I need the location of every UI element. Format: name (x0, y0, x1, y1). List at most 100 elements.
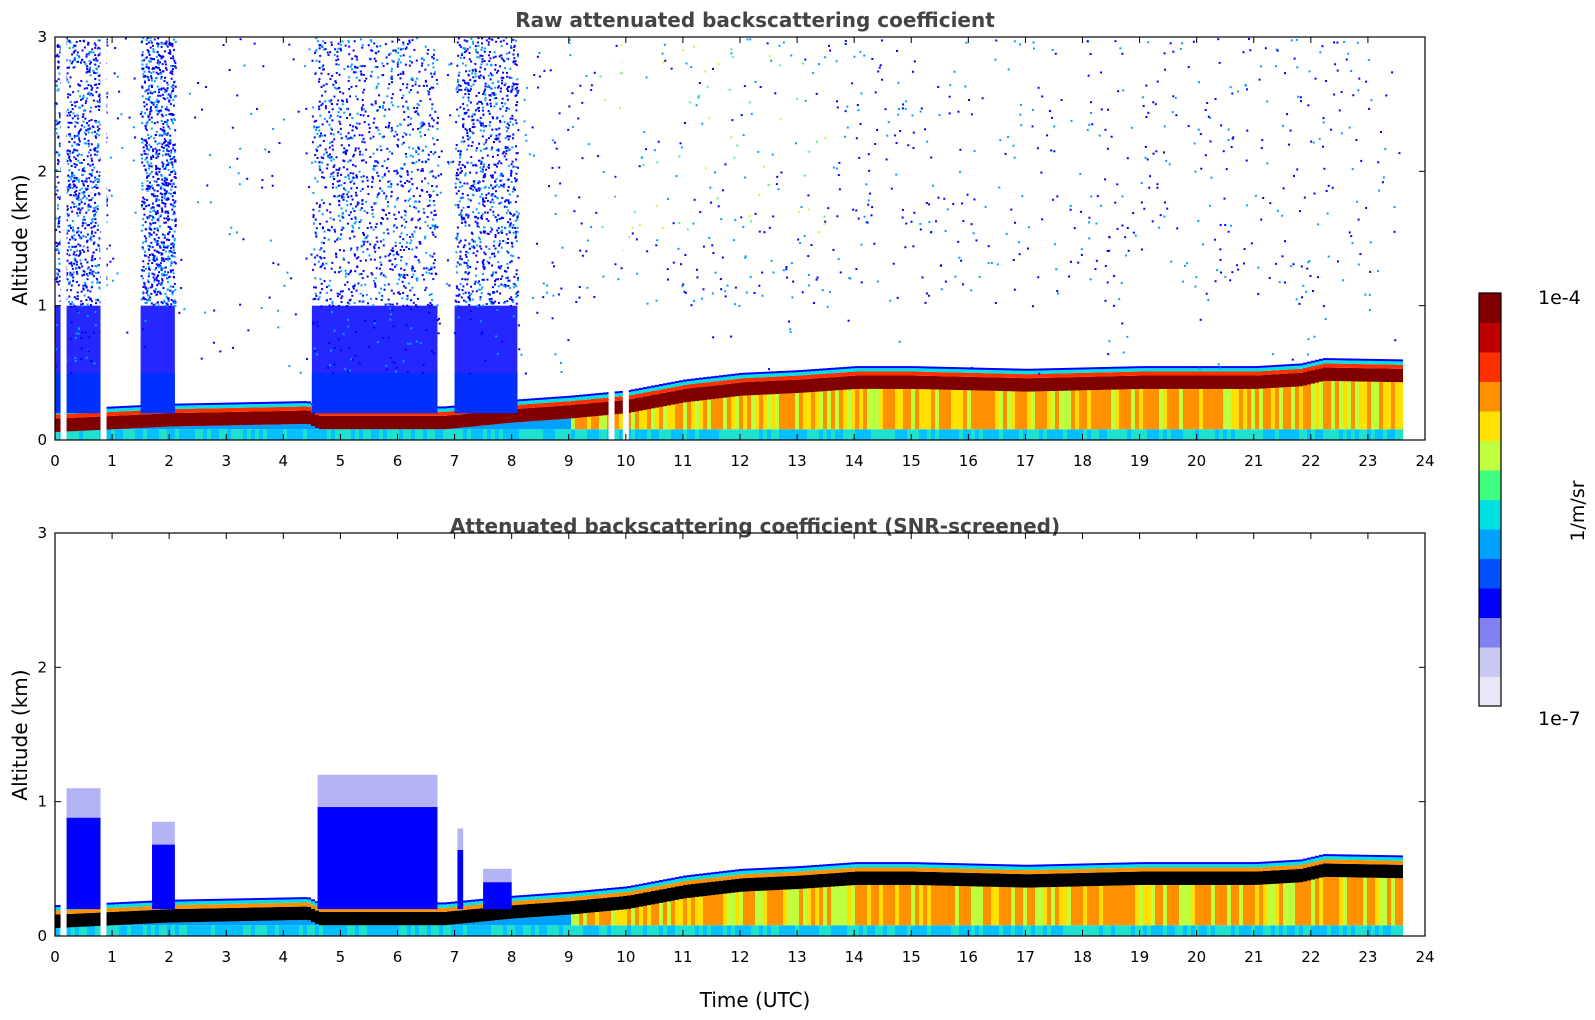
noise-speck (744, 255, 747, 258)
ground-band (815, 429, 819, 440)
noise-speck (768, 55, 771, 58)
ground-band (495, 429, 499, 440)
noise-speck (163, 197, 166, 200)
layer-fringe (1039, 373, 1043, 378)
noise-speck (65, 229, 68, 232)
noise-speck (367, 345, 370, 348)
noise-speck (349, 95, 352, 98)
mixed-layer (703, 400, 707, 430)
noise-speck (170, 118, 173, 121)
layer-fringe (931, 371, 935, 376)
noise-speck (332, 171, 335, 174)
layer-fringe (743, 374, 747, 379)
noise-speck (1355, 138, 1358, 141)
layer-fringe (1131, 368, 1135, 372)
noise-speck (156, 106, 159, 109)
noise-speck (391, 308, 394, 311)
noise-speck (149, 91, 152, 94)
layer-top (747, 381, 751, 396)
layer-top (759, 381, 763, 395)
noise-speck (1369, 241, 1372, 244)
layer-fringe (1195, 366, 1199, 369)
noise-speck (1357, 218, 1360, 221)
mixed-layer (639, 410, 643, 430)
noise-speck (79, 259, 82, 262)
ground-band (71, 429, 75, 440)
noise-speck (803, 174, 806, 177)
noise-speck (361, 140, 364, 143)
noise-speck (334, 240, 337, 243)
mixed-layer (135, 428, 139, 430)
ground-band (687, 429, 691, 440)
noise-speck (67, 174, 70, 177)
noise-speck (734, 218, 737, 221)
noise-speck (1370, 99, 1373, 102)
noise-speck (96, 208, 99, 211)
layer-fringe (1079, 369, 1083, 373)
layer-fringe (883, 368, 887, 372)
noise-speck (260, 306, 263, 309)
mixed-layer (487, 424, 491, 430)
noise-speck (105, 200, 108, 203)
noise-speck (97, 299, 100, 302)
noise-speck (157, 304, 160, 307)
noise-speck (533, 74, 536, 77)
ground-band (1199, 429, 1203, 440)
mixed-layer (1335, 381, 1339, 430)
mixed-layer (895, 388, 899, 430)
noise-speck (230, 226, 233, 229)
layer-fringe (1099, 369, 1103, 373)
noise-speck (73, 136, 76, 139)
noise-speck (1145, 84, 1148, 87)
noise-speck (87, 128, 90, 131)
ground-band (1219, 429, 1223, 440)
layer-fringe (1323, 358, 1327, 361)
ground-band (215, 429, 219, 440)
noise-speck (154, 140, 157, 143)
ground-band (235, 429, 239, 440)
noise-speck (1352, 94, 1355, 97)
noise-speck (353, 222, 356, 225)
noise-speck (780, 171, 783, 174)
noise-speck (348, 76, 351, 79)
layer-fringe (1043, 368, 1047, 371)
layer-top (107, 416, 111, 430)
ground-band (283, 429, 287, 440)
noise-speck (92, 126, 95, 129)
layer-fringe (915, 366, 919, 369)
mixed-layer (587, 416, 591, 430)
layer-fringe (451, 405, 455, 408)
layer-top (663, 392, 667, 407)
layer-top (1051, 377, 1055, 392)
noise-speck (172, 122, 175, 125)
noise-speck (144, 139, 147, 142)
noise-speck (523, 98, 526, 101)
ground-band (379, 429, 383, 440)
noise-speck (1158, 226, 1161, 229)
mixed-layer (695, 400, 699, 430)
noise-speck (538, 75, 541, 78)
noise-speck (536, 242, 539, 245)
ground-band (223, 429, 227, 440)
layer-fringe (1387, 361, 1391, 365)
layer-fringe (251, 404, 255, 408)
noise-speck (348, 214, 351, 217)
layer-fringe (967, 369, 971, 373)
ground-band (691, 429, 695, 440)
noise-speck (75, 163, 78, 166)
noise-speck (99, 98, 102, 101)
noise-speck (86, 267, 89, 270)
layer-fringe (823, 370, 827, 374)
layer-fringe (127, 411, 131, 416)
noise-speck (57, 204, 60, 207)
noise-speck (720, 218, 723, 221)
noise-speck (1310, 140, 1313, 143)
noise-speck (772, 215, 775, 218)
noise-speck (1053, 125, 1056, 128)
noise-speck (645, 148, 648, 151)
layer-top (347, 415, 351, 430)
noise-speck (98, 281, 101, 284)
layer-top (1351, 367, 1355, 382)
noise-speck (81, 218, 84, 221)
noise-speck (661, 52, 664, 55)
